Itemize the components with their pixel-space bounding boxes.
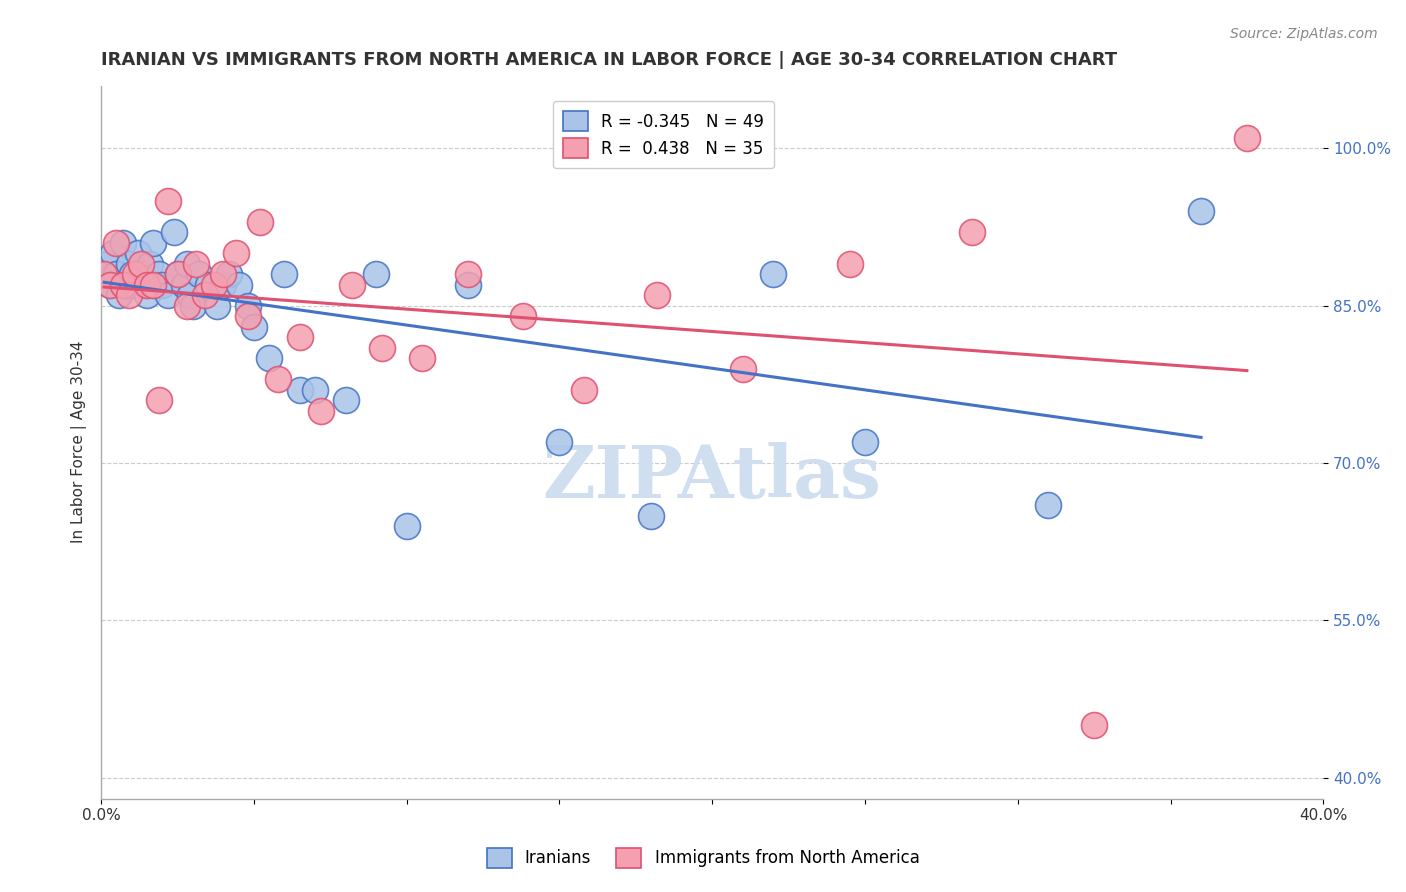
Point [98, 277, 121, 292]
Point [93, 268, 115, 282]
Point [114, 277, 136, 292]
Y-axis label: In Labor Force | Age 30-34: In Labor Force | Age 30-34 [72, 341, 87, 543]
Point [225, 246, 247, 260]
Point [512, 310, 534, 324]
Point [257, 351, 280, 366]
Point [236, 299, 259, 313]
Point [731, 361, 754, 376]
Point [288, 383, 311, 397]
Point [184, 257, 207, 271]
Text: Source: ZipAtlas.com: Source: ZipAtlas.com [1230, 27, 1378, 41]
Point [273, 268, 295, 282]
Point [572, 383, 595, 397]
Legend: R = -0.345   N = 49, R =  0.438   N = 35: R = -0.345 N = 49, R = 0.438 N = 35 [553, 101, 773, 169]
Point [212, 268, 235, 282]
Point [1236, 131, 1258, 145]
Point [207, 299, 229, 313]
Point [105, 235, 128, 250]
Point [181, 299, 204, 313]
Point [395, 519, 418, 533]
Point [212, 277, 235, 292]
Point [176, 299, 198, 313]
Point [640, 508, 662, 523]
Point [124, 268, 146, 282]
Point [117, 288, 139, 302]
Point [218, 268, 240, 282]
Point [762, 268, 785, 282]
Point [145, 277, 167, 292]
Point [127, 246, 149, 260]
Point [136, 288, 159, 302]
Point [148, 393, 170, 408]
Point [457, 268, 479, 282]
Point [103, 246, 125, 260]
Point [166, 268, 188, 282]
Point [108, 288, 131, 302]
Point [267, 372, 290, 386]
Point [111, 235, 134, 250]
Point [157, 288, 180, 302]
Point [176, 257, 198, 271]
Point [457, 277, 479, 292]
Point [132, 277, 155, 292]
Point [411, 351, 433, 366]
Point [148, 268, 170, 282]
Point [150, 277, 173, 292]
Point [288, 330, 311, 344]
Point [1038, 498, 1060, 512]
Point [129, 268, 152, 282]
Point [187, 268, 209, 282]
Point [117, 257, 139, 271]
Point [853, 435, 876, 450]
Point [163, 225, 186, 239]
Text: ZIPAtlas: ZIPAtlas [543, 442, 882, 513]
Point [157, 194, 180, 208]
Point [960, 225, 983, 239]
Point [197, 277, 219, 292]
Point [166, 268, 188, 282]
Point [371, 341, 394, 355]
Point [838, 257, 860, 271]
Point [366, 268, 388, 282]
Point [136, 277, 159, 292]
Point [124, 277, 146, 292]
Point [309, 403, 332, 417]
Point [236, 310, 259, 324]
Point [249, 215, 271, 229]
Point [142, 235, 165, 250]
Point [645, 288, 668, 302]
Point [105, 268, 128, 282]
Point [1083, 718, 1105, 732]
Point [179, 288, 201, 302]
Point [1189, 204, 1212, 219]
Point [111, 277, 134, 292]
Point [129, 257, 152, 271]
Point [243, 319, 266, 334]
Point [142, 277, 165, 292]
Point [98, 277, 121, 292]
Point [93, 268, 115, 282]
Text: IRANIAN VS IMMIGRANTS FROM NORTH AMERICA IN LABOR FORCE | AGE 30-34 CORRELATION : IRANIAN VS IMMIGRANTS FROM NORTH AMERICA… [101, 51, 1118, 69]
Point [340, 277, 363, 292]
Point [202, 277, 225, 292]
Point [304, 383, 326, 397]
Point [194, 288, 217, 302]
Legend: Iranians, Immigrants from North America: Iranians, Immigrants from North America [479, 841, 927, 875]
Point [173, 277, 195, 292]
Point [139, 257, 162, 271]
Point [548, 435, 571, 450]
Point [96, 257, 118, 271]
Point [228, 277, 250, 292]
Point [121, 268, 143, 282]
Point [335, 393, 357, 408]
